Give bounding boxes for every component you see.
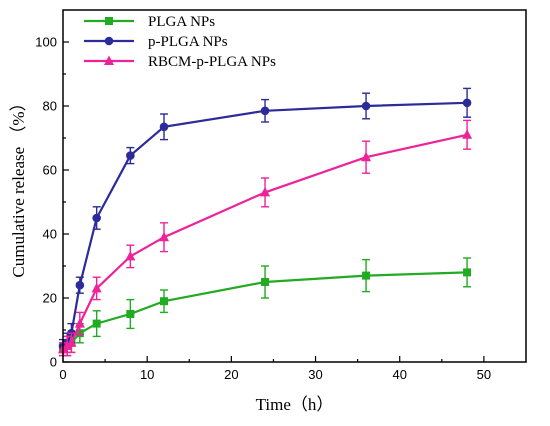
data-point (361, 151, 372, 162)
data-point (62, 340, 73, 350)
legend-label: PLGA NPs (148, 14, 215, 30)
data-point (125, 250, 136, 261)
series-2 (58, 119, 473, 357)
data-point (362, 271, 371, 280)
x-tick-label: 30 (308, 367, 322, 382)
data-point (126, 151, 135, 160)
x-tick-label: 0 (59, 367, 66, 382)
legend-label: RBCM-p-PLGA NPs (148, 54, 276, 70)
data-point (75, 280, 85, 290)
y-tick-label: 20 (43, 291, 57, 306)
data-point (159, 231, 170, 242)
x-tick-label: 10 (140, 367, 154, 382)
legend-marker (105, 17, 113, 25)
legend: PLGA NPs p-PLGA NPs RBCM-p-PLGA NPs (84, 14, 276, 70)
legend-item-0: PLGA NPs (84, 14, 215, 30)
x-tick-label: 20 (224, 367, 238, 382)
axes: 0 10 20 30 40 50 0 20 40 60 80 100 (35, 9, 527, 382)
data-point (159, 122, 169, 132)
data-point (361, 101, 371, 111)
y-tick-label: 100 (35, 35, 57, 50)
data-point (462, 98, 472, 108)
data-point (160, 297, 169, 306)
data-point (92, 213, 101, 223)
series-0 (59, 257, 472, 357)
data-point (463, 268, 472, 277)
x-tick-label: 50 (477, 367, 491, 382)
data-point (462, 129, 473, 139)
data-point (126, 310, 135, 318)
series-line (62, 101, 468, 347)
y-tick-label: 80 (43, 99, 57, 114)
legend-marker (104, 36, 114, 46)
plot-frame (62, 9, 527, 363)
data-point (92, 319, 101, 328)
series-1 (58, 87, 472, 354)
data-point (74, 318, 85, 328)
x-axis-title: Time（h） (256, 395, 334, 414)
data-point (260, 186, 271, 197)
y-axis-title: Cumulative release （%） (9, 94, 28, 277)
y-tick-label: 0 (50, 355, 57, 370)
y-tick-label: 60 (43, 163, 57, 178)
legend-label: p-PLGA NPs (148, 34, 228, 50)
data-point (66, 337, 77, 347)
x-tick-label: 40 (392, 367, 406, 382)
data-point (261, 278, 270, 286)
plot-area (58, 87, 473, 357)
legend-item-1: p-PLGA NPs (84, 34, 228, 50)
legend-item-2: RBCM-p-PLGA NPs (84, 54, 276, 70)
legend-marker (104, 55, 114, 65)
data-point (91, 282, 102, 293)
y-tick-label: 40 (43, 227, 57, 242)
data-point (260, 106, 270, 116)
